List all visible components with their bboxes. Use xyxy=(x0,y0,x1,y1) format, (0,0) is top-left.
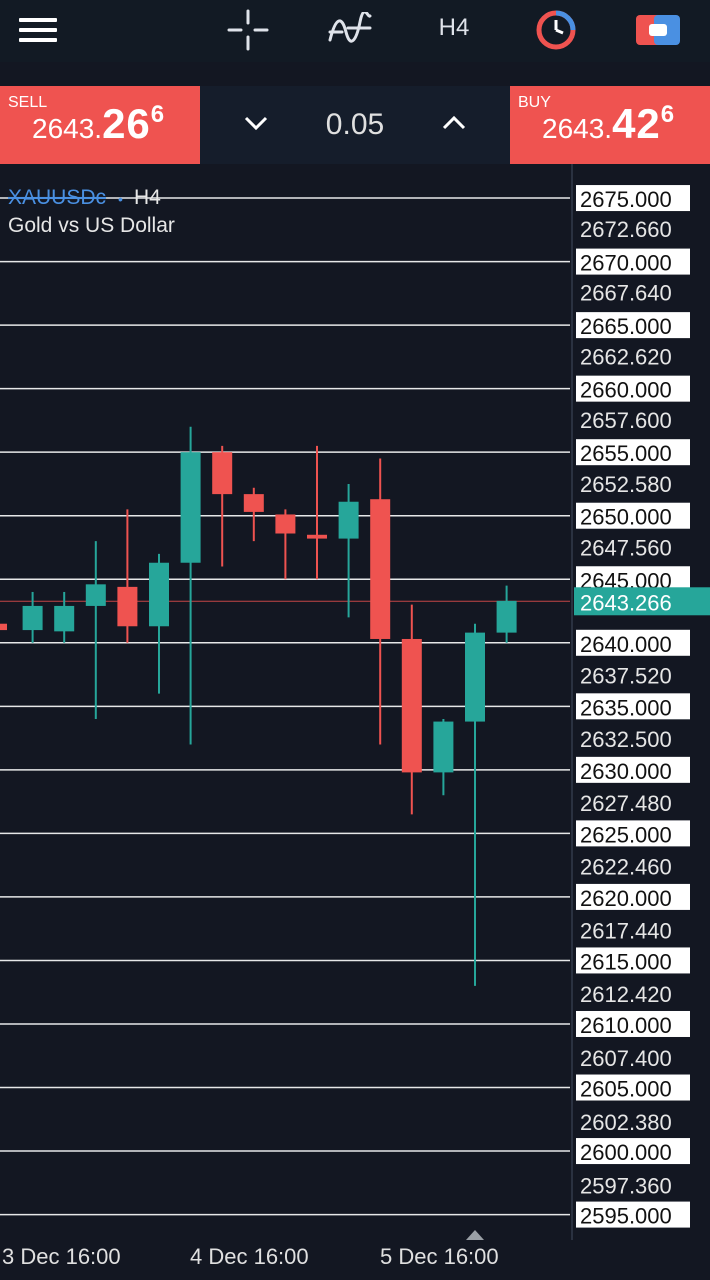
symbol-ticker[interactable]: XAUUSDc xyxy=(8,186,106,209)
price-level-box xyxy=(576,1074,690,1101)
candle-body[interactable] xyxy=(275,514,296,534)
price-level-box xyxy=(576,375,690,402)
x-tick-label: 4 Dec 16:00 xyxy=(190,1244,309,1269)
lot-size-value[interactable]: 0.05 xyxy=(325,108,385,141)
y-tick-label: 2600.000 xyxy=(580,1140,672,1165)
y-tick-label: 2595.000 xyxy=(580,1204,672,1229)
candle-body[interactable] xyxy=(22,605,43,631)
y-tick-label: 2650.000 xyxy=(580,505,672,530)
y-tick-label: 2667.640 xyxy=(580,281,672,306)
price-level-box xyxy=(576,1201,690,1228)
symbol-description: Gold vs US Dollar xyxy=(8,214,175,237)
price-level-box xyxy=(576,439,690,466)
candle-body[interactable] xyxy=(338,501,359,539)
candle-body[interactable] xyxy=(180,452,201,563)
y-tick-label: 2610.000 xyxy=(580,1013,672,1038)
y-tick-label: 2625.000 xyxy=(580,822,672,847)
buy-label: BUY xyxy=(518,94,551,111)
y-tick-label: 2675.000 xyxy=(580,187,672,212)
y-tick-label: 2617.440 xyxy=(580,918,672,943)
candle-body[interactable] xyxy=(0,623,7,631)
y-tick-label: 2615.000 xyxy=(580,949,672,974)
price-level-box xyxy=(576,185,690,212)
price-level-box xyxy=(576,502,690,529)
trade-panel-icon[interactable] xyxy=(636,10,680,50)
price-chart[interactable]: 2675.000 2672.660 2670.000 2667.640 2665.000… xyxy=(0,164,710,1240)
y-tick-label: 2665.000 xyxy=(580,314,672,339)
y-tick-label: 2647.560 xyxy=(580,536,672,561)
candle-body[interactable] xyxy=(465,632,485,722)
current-price-tag xyxy=(574,587,710,616)
candle-body[interactable] xyxy=(54,605,75,632)
y-tick-label: 2605.000 xyxy=(580,1077,672,1102)
y-tick-label: 2620.000 xyxy=(580,886,672,911)
y-tick-label: 2662.620 xyxy=(580,344,672,369)
price-level-box xyxy=(576,883,690,910)
y-tick-label: 2652.580 xyxy=(580,472,672,497)
candlestick-chart-svg[interactable]: 2675.000 2672.660 2670.000 2667.640 2665.000… xyxy=(0,164,710,1240)
x-tick-label: 5 Dec 16:00 xyxy=(380,1244,499,1269)
top-toolbar: H4 xyxy=(0,0,710,62)
price-level-box xyxy=(576,756,690,783)
time-axis: 3 Dec 16:00 4 Dec 16:00 5 Dec 16:00 xyxy=(0,1230,710,1280)
chevron-up-icon[interactable] xyxy=(442,115,466,135)
timeframe-button[interactable]: H4 xyxy=(438,14,470,41)
y-tick-label: 2640.000 xyxy=(580,632,672,657)
price-level-box xyxy=(576,820,690,847)
y-tick-label: 2632.500 xyxy=(580,727,672,752)
y-tick-label: 2657.600 xyxy=(580,408,672,433)
candle-body[interactable] xyxy=(243,494,264,512)
symbol-timeframe: H4 xyxy=(134,186,161,209)
trade-bar: SELL 2643.266 0.05 BUY 2643.426 xyxy=(0,86,710,164)
y-tick-label: 2612.420 xyxy=(580,982,672,1007)
price-level-box xyxy=(576,1010,690,1037)
candle-body[interactable] xyxy=(117,586,138,627)
candle-body[interactable] xyxy=(433,721,454,773)
buy-button[interactable]: BUY 2643.426 xyxy=(510,86,710,164)
price-level-box xyxy=(576,629,690,656)
current-price-label: 2643.266 xyxy=(580,590,672,615)
y-tick-label: 2637.520 xyxy=(580,663,672,688)
y-tick-label: 2635.000 xyxy=(580,695,672,720)
price-level-box xyxy=(576,312,690,339)
price-level-box xyxy=(576,693,690,720)
y-tick-label: 2597.360 xyxy=(580,1174,672,1199)
candle-body[interactable] xyxy=(149,562,169,627)
candle-body[interactable] xyxy=(496,600,517,633)
y-tick-label: 2630.000 xyxy=(580,759,672,784)
indicators-icon[interactable] xyxy=(328,10,372,50)
sell-label: SELL xyxy=(8,94,48,111)
price-level-box xyxy=(576,947,690,974)
y-tick-label: 2672.660 xyxy=(580,217,672,242)
lot-size-control: 0.05 xyxy=(200,86,510,164)
y-tick-label: 2607.400 xyxy=(580,1046,672,1071)
y-tick-label: 2627.480 xyxy=(580,791,672,816)
symbol-dot: • xyxy=(118,191,123,207)
y-tick-label: 2622.460 xyxy=(580,855,672,880)
history-clock-icon[interactable] xyxy=(534,10,578,50)
buy-price: 2643.426 xyxy=(542,100,675,147)
candle-body[interactable] xyxy=(401,638,422,773)
y-tick-label: 2655.000 xyxy=(580,441,672,466)
candle-body[interactable] xyxy=(307,534,327,539)
crosshair-icon[interactable] xyxy=(226,9,270,51)
candle-body[interactable] xyxy=(85,584,106,606)
y-tick-label: 2602.380 xyxy=(580,1110,672,1135)
candle-body[interactable] xyxy=(370,499,391,639)
candle-body[interactable] xyxy=(212,452,233,495)
chevron-down-icon[interactable] xyxy=(244,116,268,135)
x-tick-label: 3 Dec 16:00 xyxy=(2,1244,121,1269)
price-level-box xyxy=(576,1138,690,1165)
sell-price: 2643.266 xyxy=(32,100,165,147)
price-level-box xyxy=(576,248,690,275)
sell-button[interactable]: SELL 2643.266 xyxy=(0,86,200,164)
y-tick-label: 2670.000 xyxy=(580,251,672,276)
scroll-marker-icon[interactable] xyxy=(466,1230,484,1240)
menu-icon[interactable] xyxy=(16,10,60,50)
y-tick-label: 2660.000 xyxy=(580,378,672,403)
